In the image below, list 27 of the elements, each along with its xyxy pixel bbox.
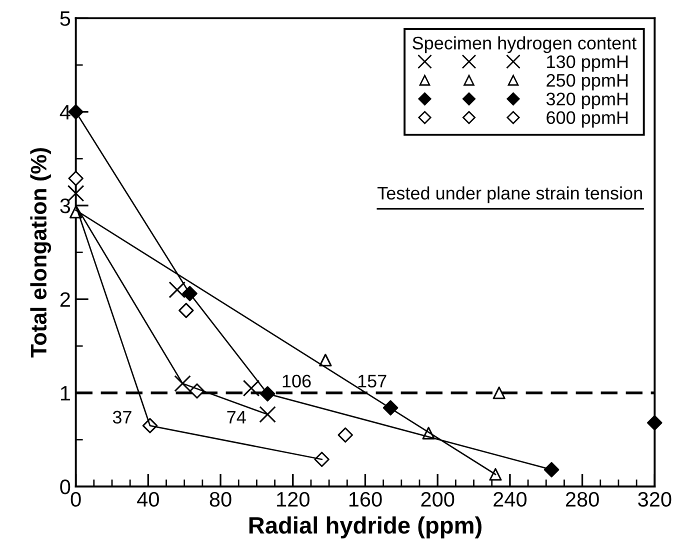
y-tick-label: 5	[60, 11, 70, 26]
x-tick-label: 0	[70, 492, 81, 507]
x-tick-label: 120	[277, 492, 310, 507]
annotation: 106	[282, 374, 311, 388]
x-tick-label: 80	[210, 492, 232, 507]
y-axis-title: Total elongation (%)	[30, 148, 52, 358]
annotation: 74	[227, 410, 246, 424]
x-axis-title: Radial hydride (ppm)	[249, 516, 482, 538]
x-tick-label: 40	[137, 492, 159, 507]
y-tick-label: 0	[60, 480, 70, 494]
legend-label: 130 ppmH	[547, 55, 628, 72]
annotation: 37	[112, 410, 132, 424]
legend-title: Specimen hydrogen content	[412, 36, 636, 54]
x-tick-label: 200	[421, 492, 454, 507]
y-tick-label: 1	[60, 386, 70, 400]
x-tick-label: 320	[638, 492, 672, 507]
legend-label: 250 ppmH	[546, 74, 628, 90]
y-tick-label: 2	[60, 292, 70, 307]
x-tick-label: 160	[349, 492, 382, 507]
legend-label: 600 ppmH	[546, 111, 628, 128]
y-tick-label: 3	[60, 198, 70, 214]
annotation: 157	[358, 374, 386, 388]
x-tick-label: 240	[494, 492, 527, 507]
y-tick-label: 4	[60, 105, 70, 120]
x-tick-label: 280	[566, 492, 599, 507]
legend-label: 320 ppmH	[546, 92, 628, 109]
annotation: Tested under plane strain tension	[378, 186, 642, 204]
